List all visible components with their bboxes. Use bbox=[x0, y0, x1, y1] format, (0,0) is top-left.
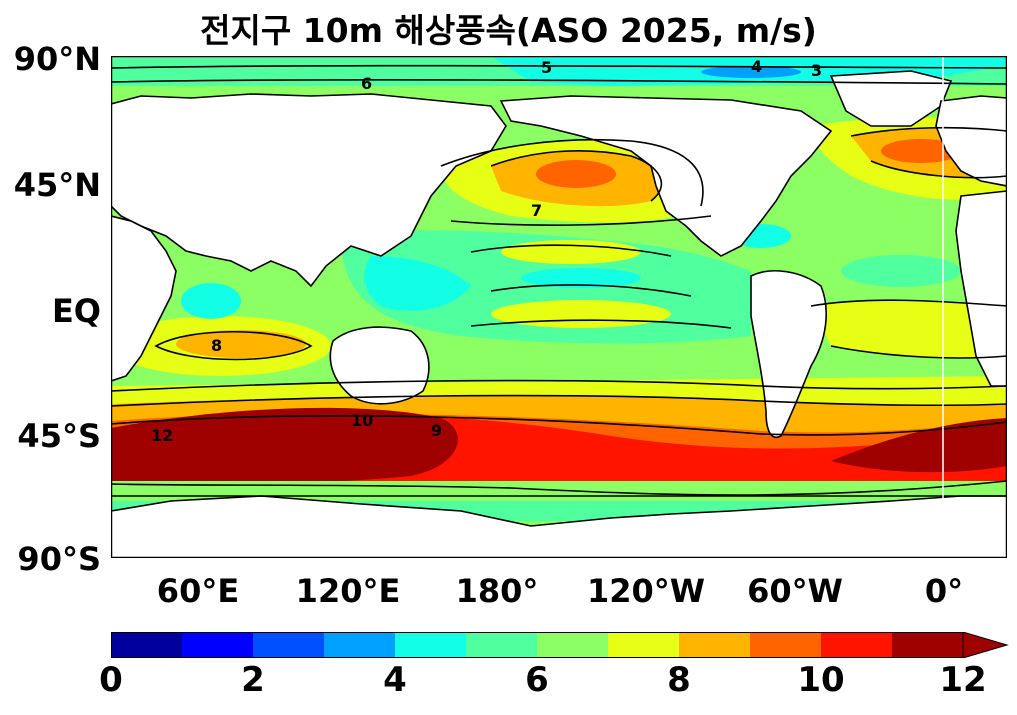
colorbar-cell bbox=[537, 632, 609, 658]
contour-label: 12 bbox=[151, 426, 173, 445]
colorbar-tick-10: 10 bbox=[797, 660, 845, 700]
eurasia-landmass bbox=[111, 93, 507, 288]
contour-label: 8 bbox=[211, 336, 222, 355]
contour-label: 7 bbox=[531, 201, 542, 220]
contour-line bbox=[470, 319, 732, 329]
africa-east-landmass bbox=[955, 190, 1007, 387]
atlantic-trade-yellow bbox=[811, 300, 1007, 358]
colorbar-cell bbox=[679, 632, 751, 658]
contour-line bbox=[440, 138, 704, 207]
map-title: 전지구 10m 해상풍속(ASO 2025, m/s) bbox=[200, 11, 817, 50]
lon-label-180: 180° bbox=[455, 572, 539, 610]
greenland-landmass bbox=[829, 70, 953, 127]
north-america-landmass bbox=[499, 95, 833, 257]
lon-label-120w: 120°W bbox=[586, 572, 706, 610]
antarctica-landmass bbox=[111, 495, 1007, 558]
contour-line bbox=[154, 330, 313, 361]
colorbar-cell bbox=[821, 632, 893, 658]
contour-lines bbox=[111, 64, 1007, 498]
colorbar-cell bbox=[182, 632, 254, 658]
lat-label-45s: 45°S bbox=[17, 417, 101, 455]
lat-label-eq: EQ bbox=[51, 292, 101, 330]
lat-label-90s: 90°S bbox=[17, 540, 101, 578]
colorbar-tick-6: 6 bbox=[525, 660, 549, 700]
contour-label: 10 bbox=[351, 411, 373, 430]
indian-ocean-orange bbox=[176, 330, 306, 358]
contour-label: 4 bbox=[751, 57, 762, 76]
colorbar-cell bbox=[750, 632, 822, 658]
lat-label-45n: 45°N bbox=[13, 166, 101, 204]
colorbar-tick-12: 12 bbox=[939, 660, 987, 700]
atlantic-green bbox=[841, 255, 961, 287]
arabian-sea-cyan bbox=[181, 283, 241, 319]
contour-line bbox=[111, 480, 1007, 496]
colorbar-tick-2: 2 bbox=[241, 660, 265, 700]
southern-darkred-core bbox=[111, 407, 458, 484]
contour-line bbox=[810, 299, 1007, 307]
contour-label: 3 bbox=[811, 61, 822, 80]
colorbar-cell bbox=[892, 632, 964, 658]
contour-label: 5 bbox=[541, 58, 552, 77]
arctic-low-wind bbox=[701, 66, 801, 78]
contour-line bbox=[870, 160, 1007, 179]
contour-line bbox=[490, 284, 692, 297]
colorbar-cell bbox=[253, 632, 325, 658]
contour-line bbox=[111, 64, 1007, 69]
land-masses bbox=[111, 70, 1007, 558]
europe-landmass bbox=[935, 95, 1007, 187]
contour-line bbox=[111, 379, 1007, 392]
southern-darkred-atlantic bbox=[831, 418, 1007, 473]
contour-line bbox=[490, 150, 663, 202]
contour-line bbox=[470, 244, 672, 257]
colorbar-extend-arrow bbox=[962, 631, 1009, 659]
contour-label-group: 5 4 3 6 7 8 9 10 12 bbox=[151, 57, 822, 445]
contour-line bbox=[830, 345, 1007, 359]
contour-line bbox=[450, 215, 712, 226]
lon-label-120e: 120°E bbox=[295, 572, 401, 610]
contour-line bbox=[111, 415, 1007, 436]
west-pacific-cyan bbox=[364, 256, 471, 311]
colorbar-tick-8: 8 bbox=[667, 660, 691, 700]
map-border bbox=[111, 56, 1007, 558]
lon-label-60w: 60°W bbox=[747, 572, 843, 610]
colorbar-cell bbox=[111, 632, 183, 658]
colorbar-tick-0: 0 bbox=[99, 660, 123, 700]
north-pacific-core bbox=[536, 160, 616, 188]
contour-line bbox=[111, 394, 1007, 407]
trade-wind-yellow-n bbox=[501, 240, 641, 264]
contour-line bbox=[111, 494, 1007, 498]
africa-landmass bbox=[111, 215, 177, 382]
colorbar-cell bbox=[324, 632, 396, 658]
north-atlantic-core bbox=[881, 139, 961, 163]
colorbar bbox=[111, 631, 1011, 662]
contour-label: 9 bbox=[431, 421, 442, 440]
contour-label: 6 bbox=[361, 74, 372, 93]
colorbar-tick-4: 4 bbox=[383, 660, 407, 700]
contour-line bbox=[850, 126, 1007, 137]
colorbar-border bbox=[111, 632, 964, 658]
lon-label-0: 0° bbox=[924, 572, 964, 610]
lat-label-90n: 90°N bbox=[13, 40, 101, 78]
colorbar-cell bbox=[395, 632, 467, 658]
equatorial-low bbox=[521, 268, 641, 288]
contour-line bbox=[111, 79, 1007, 85]
wind-speed-map: 5 4 3 6 7 8 9 10 12 bbox=[111, 56, 1007, 558]
colorbar-cell bbox=[466, 632, 538, 658]
lon-label-60e: 60°E bbox=[156, 572, 240, 610]
colorbar-cell bbox=[608, 632, 680, 658]
trade-wind-yellow-s bbox=[491, 300, 671, 328]
